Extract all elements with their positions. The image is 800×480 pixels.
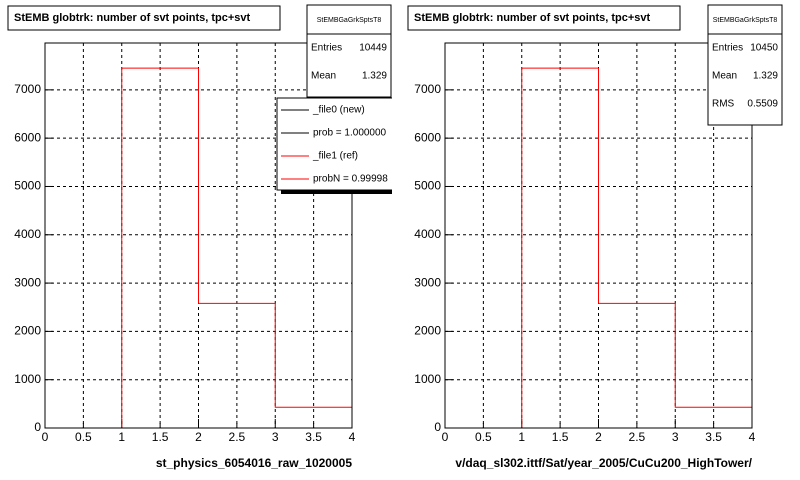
stats-value: 10449 xyxy=(359,43,387,54)
y-tick-label: 4000 xyxy=(14,227,41,241)
y-tick-label: 3000 xyxy=(14,275,41,289)
x-tick-label: 4 xyxy=(349,430,356,444)
legend-label: _file1 (ref) xyxy=(312,151,358,162)
stats-label: Entries xyxy=(311,43,342,54)
x-axis-label: v/daq_sl302.ittf/Sat/year_2005/CuCu200_H… xyxy=(455,456,752,470)
y-tick-label: 5000 xyxy=(414,179,441,193)
stats-label: Mean xyxy=(712,71,737,82)
chart-title: StEMB globtrk: number of svt points, tpc… xyxy=(414,12,651,24)
legend-box xyxy=(276,97,392,191)
title-box xyxy=(7,5,281,31)
x-tick-label: 3.5 xyxy=(705,430,722,444)
legend-label: _file0 (new) xyxy=(312,105,365,116)
plot-frame xyxy=(44,42,353,429)
histogram-bin xyxy=(198,68,276,304)
histogram-bin xyxy=(521,67,599,428)
y-tick-label: 1000 xyxy=(414,372,441,386)
x-tick-label: 1.5 xyxy=(152,430,169,444)
legend: _file0 (new) prob = 1.000000 _file1 (ref) p… xyxy=(276,97,392,194)
stats-value: 10450 xyxy=(750,43,778,54)
stats-value: 1.329 xyxy=(753,71,778,82)
histogram-bin xyxy=(121,67,199,428)
x-tick-label: 2 xyxy=(195,430,202,444)
y-tick-label: 6000 xyxy=(14,130,41,144)
x-axis-label: st_physics_6054016_raw_1020005 xyxy=(156,456,352,470)
x-tick-label: 2 xyxy=(595,430,602,444)
y-tick-label: 5000 xyxy=(14,179,41,193)
stats-box xyxy=(707,4,783,126)
x-tick-label: 1.5 xyxy=(552,430,569,444)
stats-title: StEMBGaGrkSptsT8 xyxy=(713,17,778,24)
histogram-bin xyxy=(598,68,676,304)
y-tick-label: 3000 xyxy=(414,275,441,289)
x-tick-label: 0 xyxy=(442,430,449,444)
x-tick-label: 0 xyxy=(42,430,49,444)
x-tick-label: 3 xyxy=(672,430,679,444)
stats-value: 0.5509 xyxy=(747,99,778,110)
y-tick-label: 7000 xyxy=(14,82,41,96)
x-tick-label: 1 xyxy=(118,430,125,444)
x-tick-label: 3.5 xyxy=(305,430,322,444)
x-tick-label: 3 xyxy=(272,430,279,444)
chart-title: StEMB globtrk: number of svt points, tpc… xyxy=(14,12,251,24)
legend-label: prob = 1.000000 xyxy=(313,128,387,139)
y-tick-label: 2000 xyxy=(414,324,441,338)
y-tick-label: 0 xyxy=(34,420,41,434)
plot-frame xyxy=(444,42,753,429)
title-box xyxy=(407,5,681,31)
y-tick-label: 2000 xyxy=(14,324,41,338)
y-tick-label: 4000 xyxy=(414,227,441,241)
x-tick-label: 0.5 xyxy=(75,430,92,444)
stats-title: StEMBGaGrkSptsT8 xyxy=(317,17,382,24)
stats-value: 1.329 xyxy=(362,71,387,82)
stats-label: RMS xyxy=(712,99,735,110)
y-tick-label: 7000 xyxy=(414,82,441,96)
y-tick-label: 6000 xyxy=(414,130,441,144)
x-tick-label: 4 xyxy=(749,430,756,444)
x-tick-label: 2.5 xyxy=(629,430,646,444)
stats-label: Entries xyxy=(712,43,743,54)
y-tick-label: 0 xyxy=(434,420,441,434)
x-tick-label: 1 xyxy=(518,430,525,444)
y-tick-label: 1000 xyxy=(14,372,41,386)
x-tick-label: 0.5 xyxy=(475,430,492,444)
x-tick-label: 2.5 xyxy=(229,430,246,444)
stats-box xyxy=(306,4,392,98)
legend-label: probN = 0.99998 xyxy=(313,174,388,185)
stats-label: Mean xyxy=(311,71,336,82)
